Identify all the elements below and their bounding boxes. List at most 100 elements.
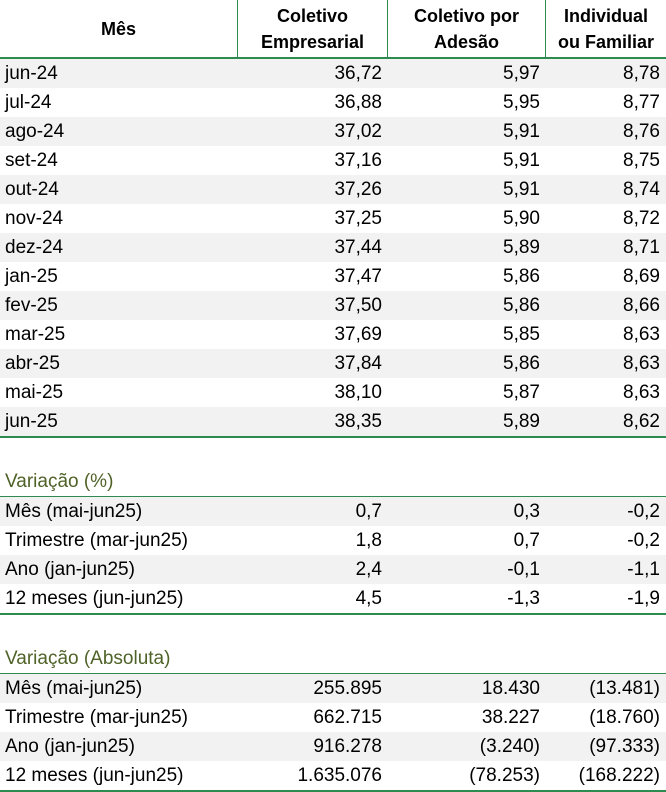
section-title-variacao-pct: Variação (%) <box>0 468 666 497</box>
cell-individual-familiar: 8,76 <box>623 120 660 142</box>
cell-coletivo-adesao: 5,90 <box>503 207 540 229</box>
cell-coletivo-empresarial: 662.715 <box>313 706 382 728</box>
table-row: nov-24 37,25 5,90 8,72 <box>0 204 666 233</box>
cell-individual-familiar: 8,74 <box>623 178 660 200</box>
cell-individual-familiar: -0,2 <box>627 500 660 522</box>
row-label: jan-25 <box>5 265 58 287</box>
table-row: out-24 37,26 5,91 8,74 <box>0 175 666 204</box>
cell-coletivo-adesao: 5,89 <box>503 236 540 258</box>
row-label: Mês (mai-jun25) <box>5 500 143 522</box>
cell-individual-familiar: 8,75 <box>623 149 660 171</box>
cell-coletivo-empresarial: 1,8 <box>355 529 382 551</box>
variacao-pct-body: Mês (mai-jun25) 0,7 0,3 -0,2 Trimestre (mar-… <box>0 497 666 615</box>
table-row: mar-25 37,69 5,85 8,63 <box>0 320 666 349</box>
row-label: mai-25 <box>5 381 64 403</box>
cell-individual-familiar: 8,69 <box>623 265 660 287</box>
table-row: Trimestre (mar-jun25) 1,8 0,7 -0,2 <box>0 526 666 555</box>
row-label: 12 meses (jun-jun25) <box>5 764 184 786</box>
cell-individual-familiar: (18.760) <box>589 706 660 728</box>
cell-individual-familiar: (97.333) <box>589 735 660 757</box>
cell-coletivo-adesao: 0,7 <box>513 529 540 551</box>
cell-individual-familiar: (168.222) <box>578 764 660 786</box>
table-row: abr-25 37,84 5,86 8,63 <box>0 349 666 378</box>
cell-coletivo-empresarial: 37,44 <box>334 236 382 258</box>
cell-coletivo-adesao: 0,3 <box>513 500 540 522</box>
cell-coletivo-empresarial: 2,4 <box>355 558 382 580</box>
cell-individual-familiar: 8,63 <box>623 381 660 403</box>
cell-coletivo-empresarial: 36,88 <box>334 91 382 113</box>
cell-individual-familiar: -1,1 <box>627 558 660 580</box>
cell-coletivo-adesao: 5,86 <box>503 265 540 287</box>
cell-coletivo-empresarial: 255.895 <box>313 677 382 699</box>
cell-individual-familiar: 8,72 <box>623 207 660 229</box>
table-row: jul-24 36,88 5,95 8,77 <box>0 88 666 117</box>
cell-individual-familiar: 8,77 <box>623 91 660 113</box>
row-label: Ano (jan-jun25) <box>5 558 135 580</box>
cell-coletivo-empresarial: 37,25 <box>334 207 382 229</box>
row-label: ago-24 <box>5 120 65 142</box>
row-label: out-24 <box>5 178 59 200</box>
cell-coletivo-adesao: (3.240) <box>479 735 540 757</box>
header-coletivo-empresarial: Coletivo Empresarial <box>238 0 388 57</box>
header-coletivo-adesao: Coletivo por Adesão <box>388 0 546 57</box>
cell-coletivo-adesao: 5,87 <box>503 381 540 403</box>
table-row: jan-25 37,47 5,86 8,69 <box>0 262 666 291</box>
cell-coletivo-empresarial: 38,35 <box>334 410 382 432</box>
cell-coletivo-adesao: 5,86 <box>503 352 540 374</box>
row-label: fev-25 <box>5 294 58 316</box>
row-label: mar-25 <box>5 323 66 345</box>
cell-coletivo-adesao: -0,1 <box>507 558 540 580</box>
table-row: ago-24 37,02 5,91 8,76 <box>0 117 666 146</box>
cell-coletivo-empresarial: 38,10 <box>334 381 382 403</box>
table-row: 12 meses (jun-jun25) 1.635.076 (78.253) (16… <box>0 761 666 790</box>
row-label: Trimestre (mar-jun25) <box>5 529 188 551</box>
cell-individual-familiar: -1,9 <box>627 587 660 609</box>
cell-coletivo-adesao: -1,3 <box>507 587 540 609</box>
cell-coletivo-adesao: (78.253) <box>469 764 540 786</box>
cell-coletivo-empresarial: 916.278 <box>313 735 382 757</box>
table-row: Trimestre (mar-jun25) 662.715 38.227 (18.76… <box>0 703 666 732</box>
row-label: jun-24 <box>5 62 58 84</box>
table-row: Ano (jan-jun25) 2,4 -0,1 -1,1 <box>0 555 666 584</box>
row-label: Mês (mai-jun25) <box>5 677 143 699</box>
cell-coletivo-empresarial: 37,69 <box>334 323 382 345</box>
cell-coletivo-adesao: 5,86 <box>503 294 540 316</box>
cell-coletivo-adesao: 5,85 <box>503 323 540 345</box>
cell-coletivo-empresarial: 37,50 <box>334 294 382 316</box>
cell-coletivo-adesao: 5,91 <box>503 149 540 171</box>
header-individual-familiar: Individual ou Familiar <box>557 5 655 52</box>
cell-coletivo-adesao: 38.227 <box>481 706 540 728</box>
cell-individual-familiar: -0,2 <box>627 529 660 551</box>
cell-individual-familiar: 8,63 <box>623 352 660 374</box>
cell-coletivo-empresarial: 1.635.076 <box>297 764 382 786</box>
cell-coletivo-empresarial: 0,7 <box>355 500 382 522</box>
cell-coletivo-empresarial: 37,47 <box>334 265 382 287</box>
table-row: fev-25 37,50 5,86 8,66 <box>0 291 666 320</box>
cell-individual-familiar: 8,78 <box>623 62 660 84</box>
row-label: Ano (jan-jun25) <box>5 735 135 757</box>
cell-coletivo-adesao: 5,91 <box>503 178 540 200</box>
table-row: jun-24 36,72 5,97 8,78 <box>0 59 666 88</box>
table-row: Mês (mai-jun25) 255.895 18.430 (13.481) <box>0 674 666 703</box>
cell-coletivo-adesao: 5,97 <box>503 62 540 84</box>
cell-coletivo-adesao: 5,91 <box>503 120 540 142</box>
cell-individual-familiar: 8,62 <box>623 410 660 432</box>
row-label: Trimestre (mar-jun25) <box>5 706 188 728</box>
cell-coletivo-empresarial: 37,16 <box>334 149 382 171</box>
cell-coletivo-adesao: 5,89 <box>503 410 540 432</box>
cell-coletivo-adesao: 18.430 <box>481 677 540 699</box>
row-label: jun-25 <box>5 410 58 432</box>
table-row: dez-24 37,44 5,89 8,71 <box>0 233 666 262</box>
row-label: set-24 <box>5 149 58 171</box>
table-row: jun-25 38,35 5,89 8,62 <box>0 407 666 436</box>
cell-individual-familiar: (13.481) <box>589 677 660 699</box>
cell-coletivo-adesao: 5,95 <box>503 91 540 113</box>
variacao-abs-body: Mês (mai-jun25) 255.895 18.430 (13.481) Trim… <box>0 674 666 792</box>
row-label: jul-24 <box>5 91 52 113</box>
cell-coletivo-empresarial: 4,5 <box>355 587 382 609</box>
cell-individual-familiar: 8,63 <box>623 323 660 345</box>
row-label: 12 meses (jun-jun25) <box>5 587 184 609</box>
row-label: dez-24 <box>5 236 64 258</box>
table-header: Mês Coletivo Empresarial Coletivo por Ades… <box>0 0 666 59</box>
